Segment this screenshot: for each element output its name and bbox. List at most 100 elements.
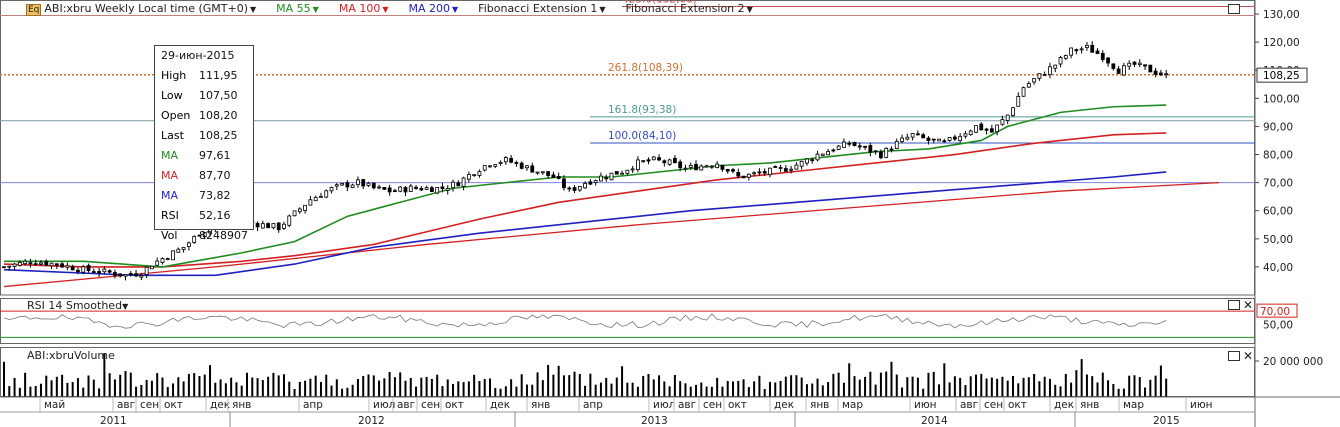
volume-bar <box>441 386 444 397</box>
candle <box>2 266 6 269</box>
ma55-selector[interactable]: MA 55 ▼ <box>276 2 319 15</box>
volume-bar <box>351 384 354 397</box>
candle <box>688 164 693 168</box>
volume-bar <box>562 375 565 397</box>
volume-bar <box>964 385 967 397</box>
month-label: сен <box>984 399 1003 411</box>
volume-bar <box>1144 387 1147 397</box>
volume-bar <box>335 379 338 397</box>
candle <box>28 262 33 265</box>
volume-bar <box>990 377 993 397</box>
candle <box>1032 78 1037 83</box>
volume-bar <box>325 374 328 397</box>
info-value: 111,95 <box>199 69 238 82</box>
candle <box>984 128 989 131</box>
volume-bar <box>87 375 90 397</box>
volume-bar <box>1112 383 1115 397</box>
volume-bar <box>193 373 196 397</box>
price-tick-label: 80,00 <box>1263 150 1293 162</box>
candle <box>1069 47 1073 56</box>
volume-bar <box>1117 388 1120 397</box>
month-label: янв <box>810 399 829 411</box>
candle <box>313 196 318 202</box>
volume-bar <box>383 378 386 397</box>
volume-bar <box>647 374 650 397</box>
candle <box>783 168 788 172</box>
volume-panel-close-icon[interactable]: ✕ <box>1243 349 1254 363</box>
candle <box>768 167 772 176</box>
volume-bar <box>901 387 904 397</box>
volume-bar <box>161 377 164 397</box>
volume-bar <box>605 377 608 397</box>
candle <box>440 186 445 190</box>
rsi-panel-close-icon[interactable]: ✕ <box>1243 298 1254 312</box>
candle <box>39 262 43 265</box>
candle <box>1095 50 1100 55</box>
candle <box>995 124 1000 133</box>
volume-bar <box>34 385 37 397</box>
month-label: авг <box>397 399 415 411</box>
volume-bar <box>705 386 708 397</box>
volume-bar <box>356 378 359 397</box>
candle <box>937 138 941 142</box>
candle <box>736 171 741 177</box>
year-label: 2014 <box>921 415 948 427</box>
candle <box>107 270 112 273</box>
info-label: MA <box>161 189 179 202</box>
candle <box>810 159 815 162</box>
volume-bar <box>489 378 491 397</box>
volume-bar <box>1107 380 1110 397</box>
ma100-selector[interactable]: MA 100 ▼ <box>338 2 389 15</box>
volume-bar <box>525 384 528 397</box>
volume-bar <box>631 382 634 397</box>
candle <box>968 130 973 136</box>
volume-bar <box>573 371 576 397</box>
volume-bar <box>779 380 782 397</box>
candle <box>297 208 302 213</box>
fib2-selector[interactable]: Fibonacci Extension 2 ▼ <box>625 2 753 15</box>
volume-bar <box>1165 378 1168 397</box>
candle <box>805 158 809 164</box>
volume-bar <box>885 371 888 397</box>
info-value: 73,82 <box>199 189 231 202</box>
candle <box>889 148 894 151</box>
volume-bar <box>304 380 307 397</box>
volume-bar <box>39 383 42 397</box>
candle <box>952 136 957 140</box>
candle <box>519 162 524 169</box>
volume-panel-maximize-icon[interactable] <box>1228 351 1240 361</box>
fib1-selector[interactable]: Fibonacci Extension 1 ▼ <box>478 2 606 15</box>
month-label: июл <box>653 399 675 411</box>
candle <box>662 160 667 164</box>
price-panel-maximize-icon[interactable] <box>1228 4 1240 14</box>
ma200-selector[interactable]: MA 200 ▼ <box>408 2 459 15</box>
info-row-ma: MA 87,70 <box>161 168 251 184</box>
rsi-panel-title[interactable]: RSI 14 Smoothed▼ <box>27 299 129 312</box>
candle <box>456 182 461 187</box>
volume-bar <box>837 372 840 397</box>
candle <box>86 265 91 272</box>
fibonacci-label: 423.6(132,68) <box>622 0 697 6</box>
candle <box>171 250 175 261</box>
volume-bar <box>742 379 745 397</box>
volume-bar <box>700 382 703 397</box>
candle <box>139 275 144 278</box>
volume-bar <box>557 365 560 397</box>
instrument-selector[interactable]: ABI:xbru Weekly Local time (GMT+0) ▼ <box>44 2 257 15</box>
ma100-line <box>3 132 1167 268</box>
volume-bar <box>684 383 687 397</box>
rsi-panel-maximize-icon[interactable] <box>1228 300 1240 310</box>
year-label: 2012 <box>358 415 385 427</box>
candle <box>424 187 429 190</box>
candle <box>847 142 852 145</box>
volume-bar <box>642 375 645 397</box>
candle <box>646 159 651 162</box>
volume-bar <box>504 386 507 397</box>
volume-bar <box>309 378 312 397</box>
month-label: июл <box>373 399 395 411</box>
volume-bar <box>758 375 761 397</box>
candle <box>255 222 260 228</box>
volume-bar <box>689 386 692 397</box>
candle <box>989 128 994 133</box>
volume-bar <box>362 376 365 397</box>
